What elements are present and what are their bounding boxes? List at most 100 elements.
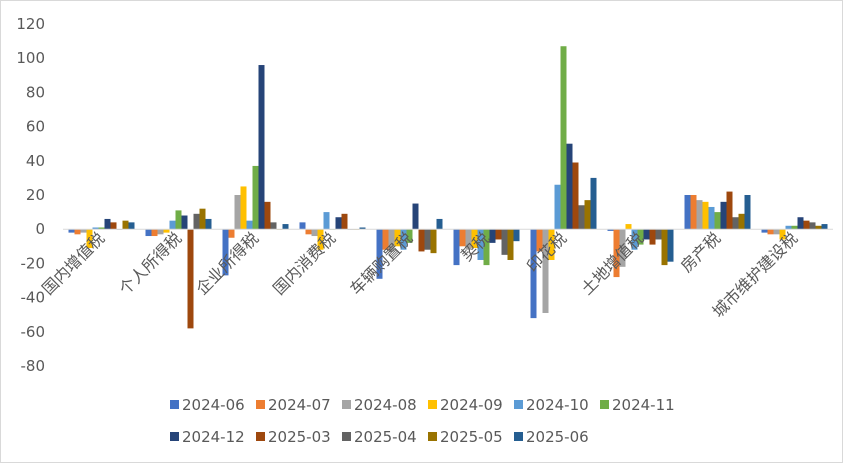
bar	[530, 229, 537, 319]
bar	[317, 229, 324, 250]
bar	[761, 229, 768, 233]
legend-swatch	[514, 400, 523, 409]
bar	[163, 229, 170, 233]
bar	[80, 229, 87, 233]
bar	[536, 229, 543, 252]
bar	[542, 229, 549, 313]
bar	[157, 229, 164, 235]
bar	[572, 162, 579, 230]
bar	[145, 229, 152, 237]
legend-swatch	[514, 432, 523, 441]
bar	[299, 222, 306, 230]
bar	[311, 229, 318, 237]
legend-label: 2025-04	[354, 428, 417, 446]
bar	[714, 212, 721, 230]
legend-swatch	[428, 432, 437, 441]
bar	[359, 227, 366, 230]
bar	[702, 201, 709, 230]
bar	[86, 229, 93, 249]
bar	[400, 229, 407, 250]
bar	[684, 195, 691, 230]
y-tick-label: 40	[26, 152, 45, 170]
bar	[732, 217, 739, 230]
bar	[240, 186, 247, 230]
bar	[590, 177, 597, 230]
bar	[104, 218, 111, 230]
legend-label: 2024-12	[182, 428, 245, 446]
bar	[708, 206, 715, 230]
bar	[436, 218, 443, 230]
y-tick-label: -80	[21, 357, 46, 375]
bar	[607, 229, 614, 231]
category-label: 个人所得税	[115, 229, 185, 299]
bar	[483, 229, 490, 266]
bar	[767, 229, 774, 235]
legend-swatch	[600, 400, 609, 409]
bar	[323, 212, 330, 230]
bar	[98, 227, 105, 230]
bar	[548, 229, 555, 260]
legend-swatch	[256, 432, 265, 441]
legend-swatch	[342, 400, 351, 409]
bar	[151, 229, 158, 237]
bar	[252, 165, 259, 230]
bar	[637, 229, 644, 245]
legend: 2024-06 2024-07 2024-08 2024-09 2024-10 2024-…	[170, 396, 675, 446]
bar	[489, 229, 496, 243]
bar	[471, 229, 478, 249]
category-label: 房产税	[677, 229, 724, 276]
y-tick-label: 60	[26, 118, 45, 136]
legend-label: 2024-07	[268, 396, 331, 414]
bar	[649, 229, 656, 245]
bar	[412, 203, 419, 230]
bar	[382, 229, 389, 250]
bar	[631, 229, 638, 250]
bar	[128, 222, 135, 230]
bar	[453, 229, 460, 266]
bar	[68, 229, 75, 233]
bar	[507, 229, 514, 260]
legend-label: 2025-03	[268, 428, 331, 446]
bar	[720, 201, 727, 230]
bar	[803, 220, 810, 230]
bar	[726, 191, 733, 230]
bar	[74, 229, 81, 235]
bar	[773, 229, 780, 235]
legend-label: 2024-11	[612, 396, 675, 414]
legend-swatch	[170, 432, 179, 441]
bar	[199, 208, 206, 230]
bar	[376, 229, 383, 279]
bar	[187, 229, 194, 329]
y-tick-label: -40	[21, 289, 46, 307]
bar	[222, 229, 229, 276]
bar	[584, 200, 591, 230]
bar	[785, 225, 792, 230]
bar	[560, 46, 567, 230]
bar	[578, 205, 585, 230]
bar	[619, 229, 626, 267]
bar	[809, 222, 816, 230]
bar	[501, 229, 508, 255]
bar	[246, 220, 253, 230]
bar	[122, 220, 129, 230]
bar	[495, 229, 502, 240]
bar	[465, 229, 472, 250]
bar	[797, 217, 804, 230]
bar	[264, 201, 271, 230]
bar	[92, 227, 99, 230]
legend-label: 2024-06	[182, 396, 245, 414]
bar	[821, 224, 828, 230]
bar	[566, 143, 573, 230]
bar	[477, 229, 484, 260]
bar	[110, 222, 117, 230]
legend-label: 2025-05	[440, 428, 503, 446]
bar	[424, 229, 431, 250]
bar	[305, 229, 312, 235]
bar	[625, 224, 632, 230]
bar	[696, 200, 703, 230]
bar	[205, 218, 212, 230]
bar	[341, 213, 348, 230]
bar	[388, 229, 395, 252]
bar	[744, 195, 751, 230]
